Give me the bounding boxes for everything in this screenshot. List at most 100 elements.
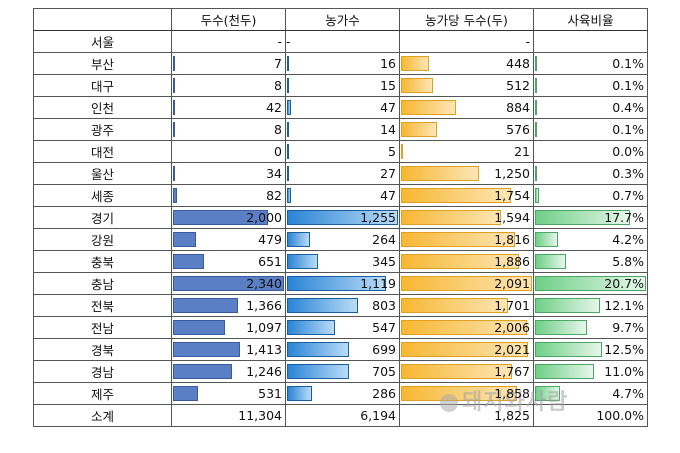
region-cell: 충남	[33, 272, 172, 295]
farms-cell: 264	[285, 228, 400, 251]
data-bar	[535, 276, 646, 291]
region-cell: 강원	[33, 228, 172, 251]
heads-value: 82	[266, 188, 282, 203]
table-row: 세종 82 47 1,754 0.7%	[33, 184, 648, 207]
ratio-cell: 0.7%	[533, 184, 648, 207]
farms-value: 345	[372, 254, 396, 269]
heads-cell: 531	[171, 382, 286, 405]
data-bar	[535, 254, 566, 269]
farms-value: 803	[372, 298, 396, 313]
data-bar	[287, 364, 349, 379]
ratio-cell: 4.2%	[533, 228, 648, 251]
data-bar	[173, 298, 238, 313]
per-farm-value: 2,006	[494, 320, 530, 335]
per-farm-value: 1,701	[494, 298, 530, 313]
farms-value: 16	[380, 56, 396, 71]
total-per-farm-cell: 1,825	[399, 404, 534, 427]
farms-value: 47	[380, 100, 396, 115]
heads-cell: 82	[171, 184, 286, 207]
ratio-cell: 0.3%	[533, 162, 648, 185]
heads-value: 2,000	[246, 210, 282, 225]
data-bar	[401, 78, 433, 93]
heads-cell: 1,097	[171, 316, 286, 339]
data-bar	[287, 78, 289, 93]
farms-value: 264	[372, 232, 396, 247]
data-bar	[173, 78, 175, 93]
farms-cell: 15	[285, 74, 400, 97]
farms-value: -	[286, 34, 291, 49]
data-bar	[401, 320, 527, 335]
ratio-cell: 0.1%	[533, 52, 648, 75]
table-row: 충남 2,340 1,119 2,091 20.7%	[33, 272, 648, 295]
total-per-farm-value: 1,825	[494, 408, 530, 423]
heads-value: 479	[258, 232, 282, 247]
per-farm-cell: 1,250	[399, 162, 534, 185]
ratio-value: 20.7%	[604, 276, 644, 291]
per-farm-cell: 1,594	[399, 206, 534, 229]
data-bar	[401, 210, 501, 225]
data-bar	[173, 386, 198, 401]
ratio-cell: 0.1%	[533, 118, 648, 141]
table-row: 경북 1,413 699 2,021 12.5%	[33, 338, 648, 361]
ratio-cell: 0.4%	[533, 96, 648, 119]
region-cell: 경북	[33, 338, 172, 361]
ratio-cell: 4.7%	[533, 382, 648, 405]
region-cell: 제주	[33, 382, 172, 405]
ratio-value: 17.7%	[604, 210, 644, 225]
data-bar	[535, 364, 594, 379]
data-bar	[287, 298, 358, 313]
data-bar	[535, 122, 537, 137]
header-heads: 두수(천두)	[171, 8, 286, 31]
data-bar	[287, 166, 289, 181]
ratio-value: 0.0%	[612, 144, 644, 159]
data-bar	[287, 188, 291, 203]
region-cell: 세종	[33, 184, 172, 207]
ratio-value: 0.3%	[612, 166, 644, 181]
data-bar	[401, 254, 519, 269]
per-farm-value: -	[525, 34, 530, 49]
region-cell: 부산	[33, 52, 172, 75]
ratio-value: 11.0%	[604, 364, 644, 379]
heads-value: 0	[274, 144, 282, 159]
heads-value: 651	[258, 254, 282, 269]
farms-value: 1,255	[360, 210, 396, 225]
heads-cell: 2,340	[171, 272, 286, 295]
region-cell: 대구	[33, 74, 172, 97]
heads-cell: 1,366	[171, 294, 286, 317]
farms-cell: 699	[285, 338, 400, 361]
per-farm-value: 21	[514, 144, 530, 159]
header-farms: 농가수	[285, 8, 400, 31]
table-row: 서울 - - -	[33, 30, 648, 53]
farms-cell: 5	[285, 140, 400, 163]
data-bar	[535, 56, 537, 71]
farms-value: 705	[372, 364, 396, 379]
farms-cell: 1,119	[285, 272, 400, 295]
data-bar	[287, 210, 398, 225]
region-cell: 대전	[33, 140, 172, 163]
per-farm-cell: 2,006	[399, 316, 534, 339]
farms-cell: 705	[285, 360, 400, 383]
table-row: 인천 42 47 884 0.4%	[33, 96, 648, 119]
farms-cell: 47	[285, 184, 400, 207]
table-row: 강원 479 264 1,816 4.2%	[33, 228, 648, 251]
ratio-cell: 12.1%	[533, 294, 648, 317]
data-bar	[173, 254, 204, 269]
per-farm-value: 2,021	[494, 342, 530, 357]
data-bar	[535, 100, 537, 115]
data-bar	[287, 122, 289, 137]
heads-value: 1,413	[246, 342, 282, 357]
header-region	[33, 8, 172, 31]
data-bar	[173, 166, 175, 181]
data-bar	[535, 386, 560, 401]
region-cell: 충북	[33, 250, 172, 273]
data-bar	[535, 78, 537, 93]
farms-value: 27	[380, 166, 396, 181]
data-bar	[287, 320, 335, 335]
per-farm-value: 1,594	[494, 210, 530, 225]
ratio-cell	[533, 30, 648, 53]
ratio-cell: 9.7%	[533, 316, 648, 339]
data-bar	[287, 386, 312, 401]
farms-cell: 14	[285, 118, 400, 141]
data-bar	[287, 232, 310, 247]
total-ratio-cell: 100.0%	[533, 404, 648, 427]
